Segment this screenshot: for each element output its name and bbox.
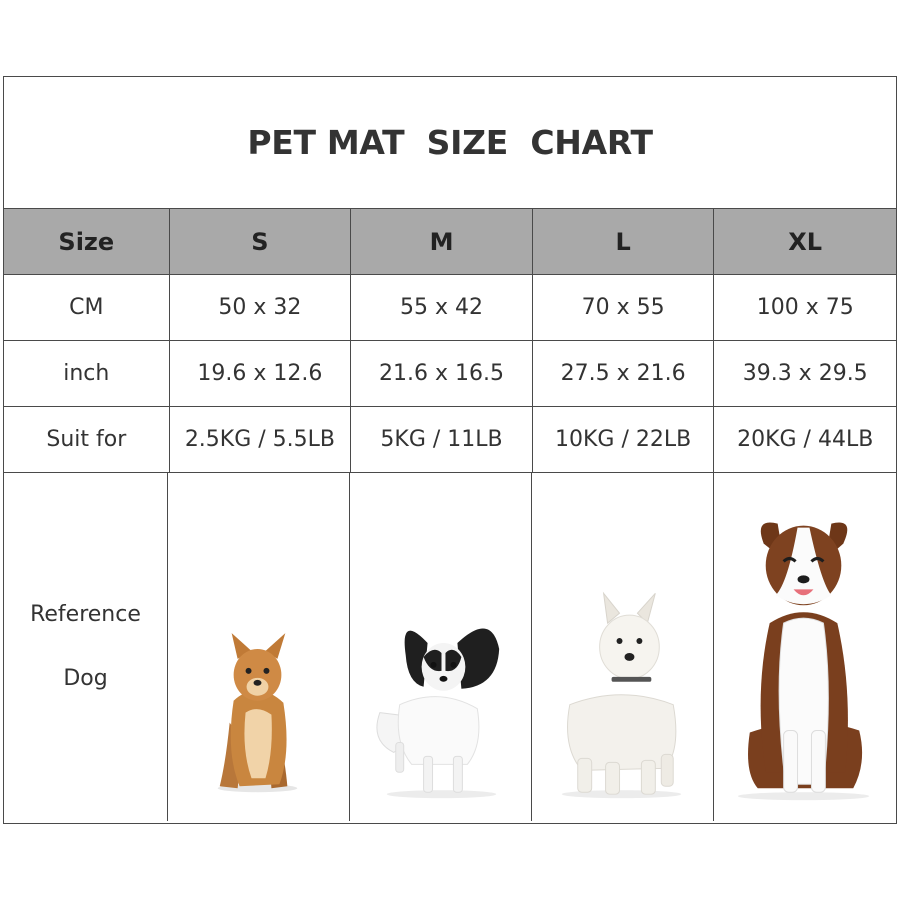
reference-cell-m — [349, 473, 531, 821]
table-row-inch: inch 19.6 x 12.6 21.6 x 16.5 27.5 x 21.6… — [4, 341, 896, 407]
table-cell: 27.5 x 21.6 — [531, 341, 714, 406]
header-size-label: Size — [58, 227, 115, 256]
row-label: CM — [69, 295, 104, 320]
table-cell: 50 x 32 — [168, 275, 351, 340]
header-size-xl: XL — [713, 209, 896, 274]
size-chart-table: PET MAT SIZE CHART Size S M L XL CM 50 x… — [3, 76, 897, 824]
border-collie-photo — [737, 522, 870, 801]
table-row-cm: CM 50 x 32 55 x 42 70 x 55 100 x 75 — [4, 275, 896, 341]
chart-title: PET MAT SIZE CHART — [247, 123, 653, 162]
table-row-suit-for: Suit for 2.5KG / 5.5LB 5KG / 11LB 10KG /… — [4, 407, 896, 473]
reference-cell-s — [167, 473, 349, 821]
table-cell: 70 x 55 — [531, 275, 714, 340]
reference-cell-l — [531, 473, 713, 821]
header-size-s: S — [168, 209, 351, 274]
header-size-l: L — [531, 209, 714, 274]
table-cell: 39.3 x 29.5 — [713, 341, 896, 406]
table-cell: 2.5KG / 5.5LB — [168, 407, 351, 472]
chihuahua-photo — [217, 633, 298, 793]
header-row: Size S M L XL — [4, 209, 896, 275]
reference-label-line1: Reference — [30, 602, 141, 627]
table-cell: 19.6 x 12.6 — [168, 341, 351, 406]
papillon-photo — [376, 628, 500, 799]
table-cell: 100 x 75 — [713, 275, 896, 340]
table-cell: 5KG / 11LB — [350, 407, 532, 472]
reference-dog-row: Reference Dog — [4, 473, 896, 821]
size-grid: Size S M L XL CM 50 x 32 55 x 42 70 x 55… — [4, 209, 896, 821]
table-cell: 10KG / 22LB — [531, 407, 714, 472]
westie-photo — [561, 591, 682, 799]
reference-label-line2: Dog — [63, 666, 108, 691]
row-label: inch — [63, 361, 110, 386]
title-row: PET MAT SIZE CHART — [4, 77, 896, 209]
table-cell: 21.6 x 16.5 — [350, 341, 532, 406]
table-cell: 20KG / 44LB — [713, 407, 896, 472]
header-size-m: M — [350, 209, 532, 274]
table-cell: 55 x 42 — [350, 275, 532, 340]
reference-cell-xl — [713, 473, 896, 821]
row-label: Suit for — [46, 427, 127, 452]
reference-dog-label: Reference Dog — [4, 473, 167, 821]
